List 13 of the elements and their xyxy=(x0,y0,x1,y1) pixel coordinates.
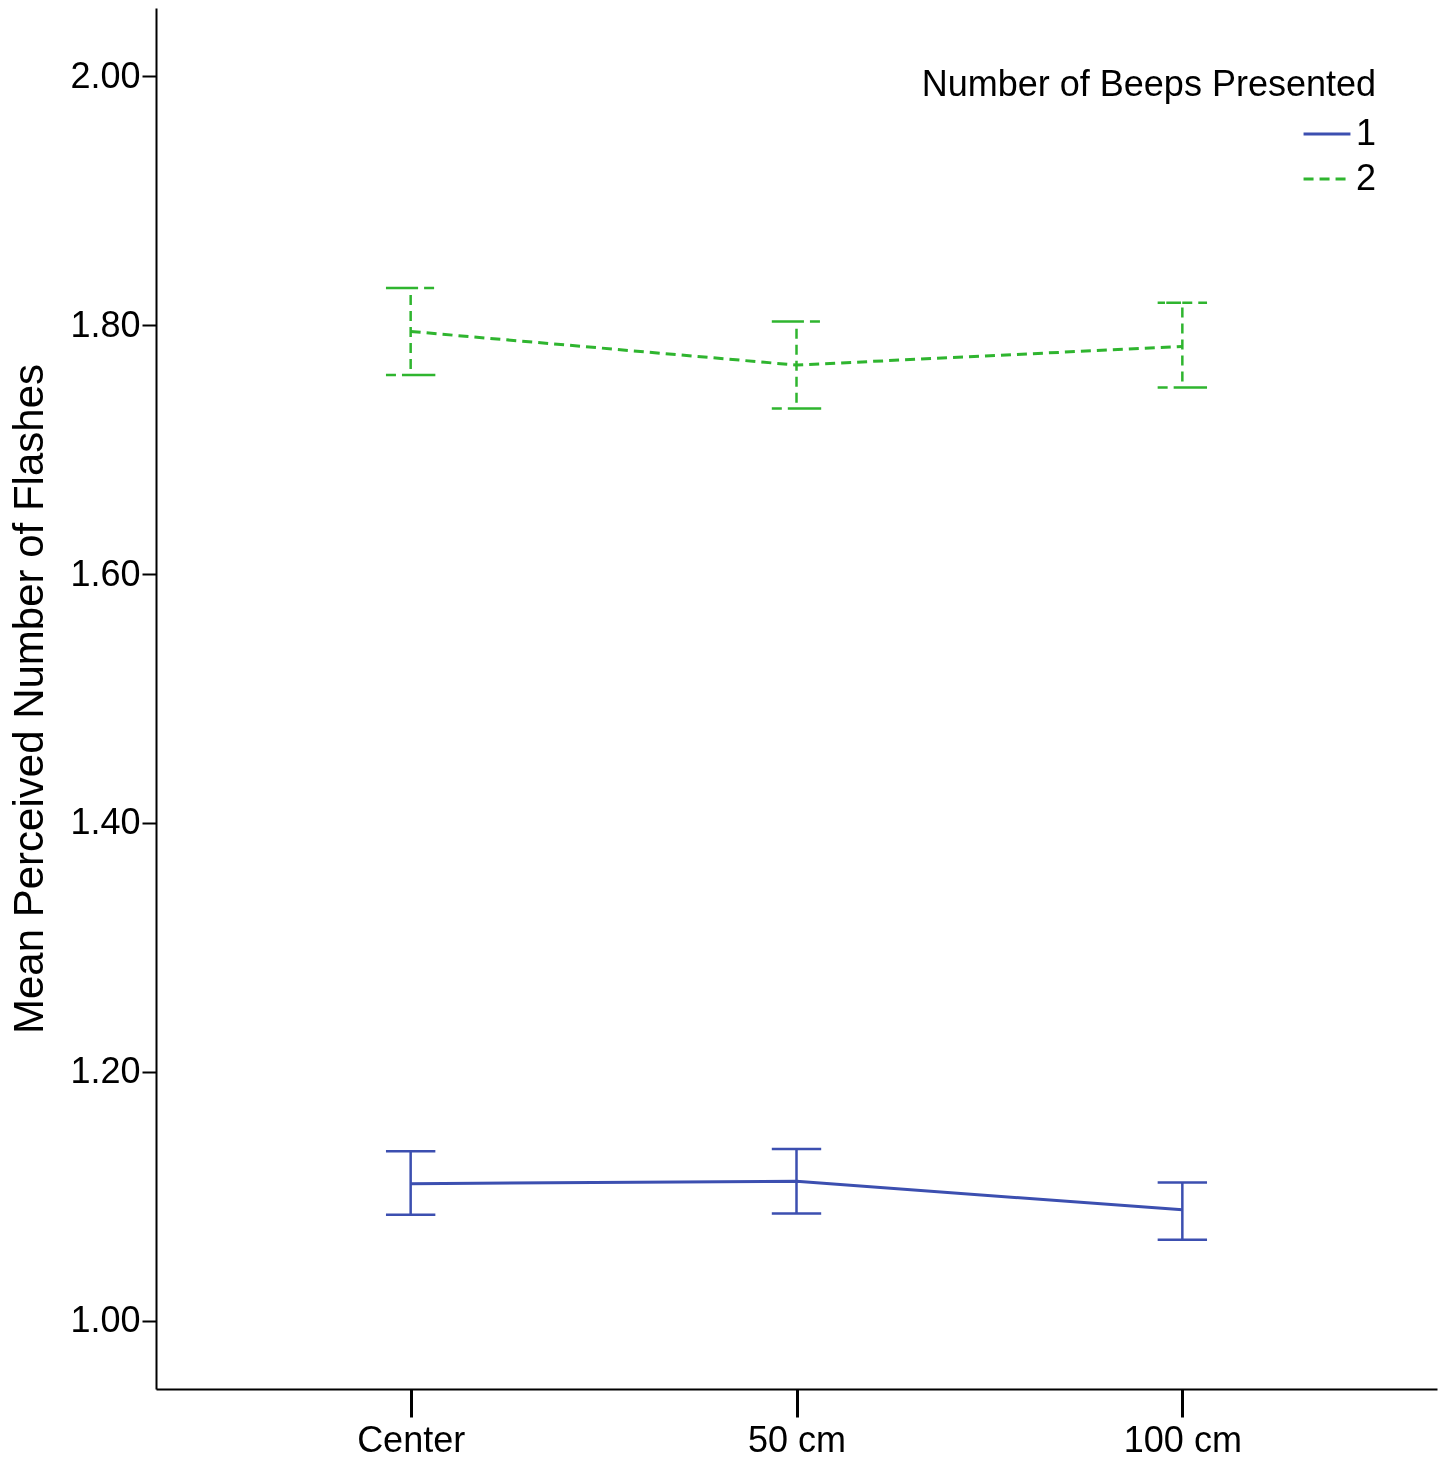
y-tick-label: 1.20 xyxy=(70,1050,141,1092)
legend-title: Number of Beeps Presented xyxy=(921,63,1376,104)
x-tick-label: 50 cm xyxy=(747,1418,847,1460)
y-tick-label: 1.60 xyxy=(70,552,141,594)
y-axis-title: Mean Perceived Number of Flashes xyxy=(5,364,53,1034)
legend-label: 2 xyxy=(1356,157,1377,198)
y-tick-label: 1.80 xyxy=(70,303,141,345)
y-tick-label: 1.40 xyxy=(70,801,141,843)
y-tick-label: 2.00 xyxy=(70,54,141,96)
legend-label: 1 xyxy=(1356,112,1377,153)
y-tick-label: 1.00 xyxy=(70,1299,141,1341)
x-tick-label: Center xyxy=(357,1418,466,1460)
x-tick-label: 100 cm xyxy=(1123,1418,1242,1460)
